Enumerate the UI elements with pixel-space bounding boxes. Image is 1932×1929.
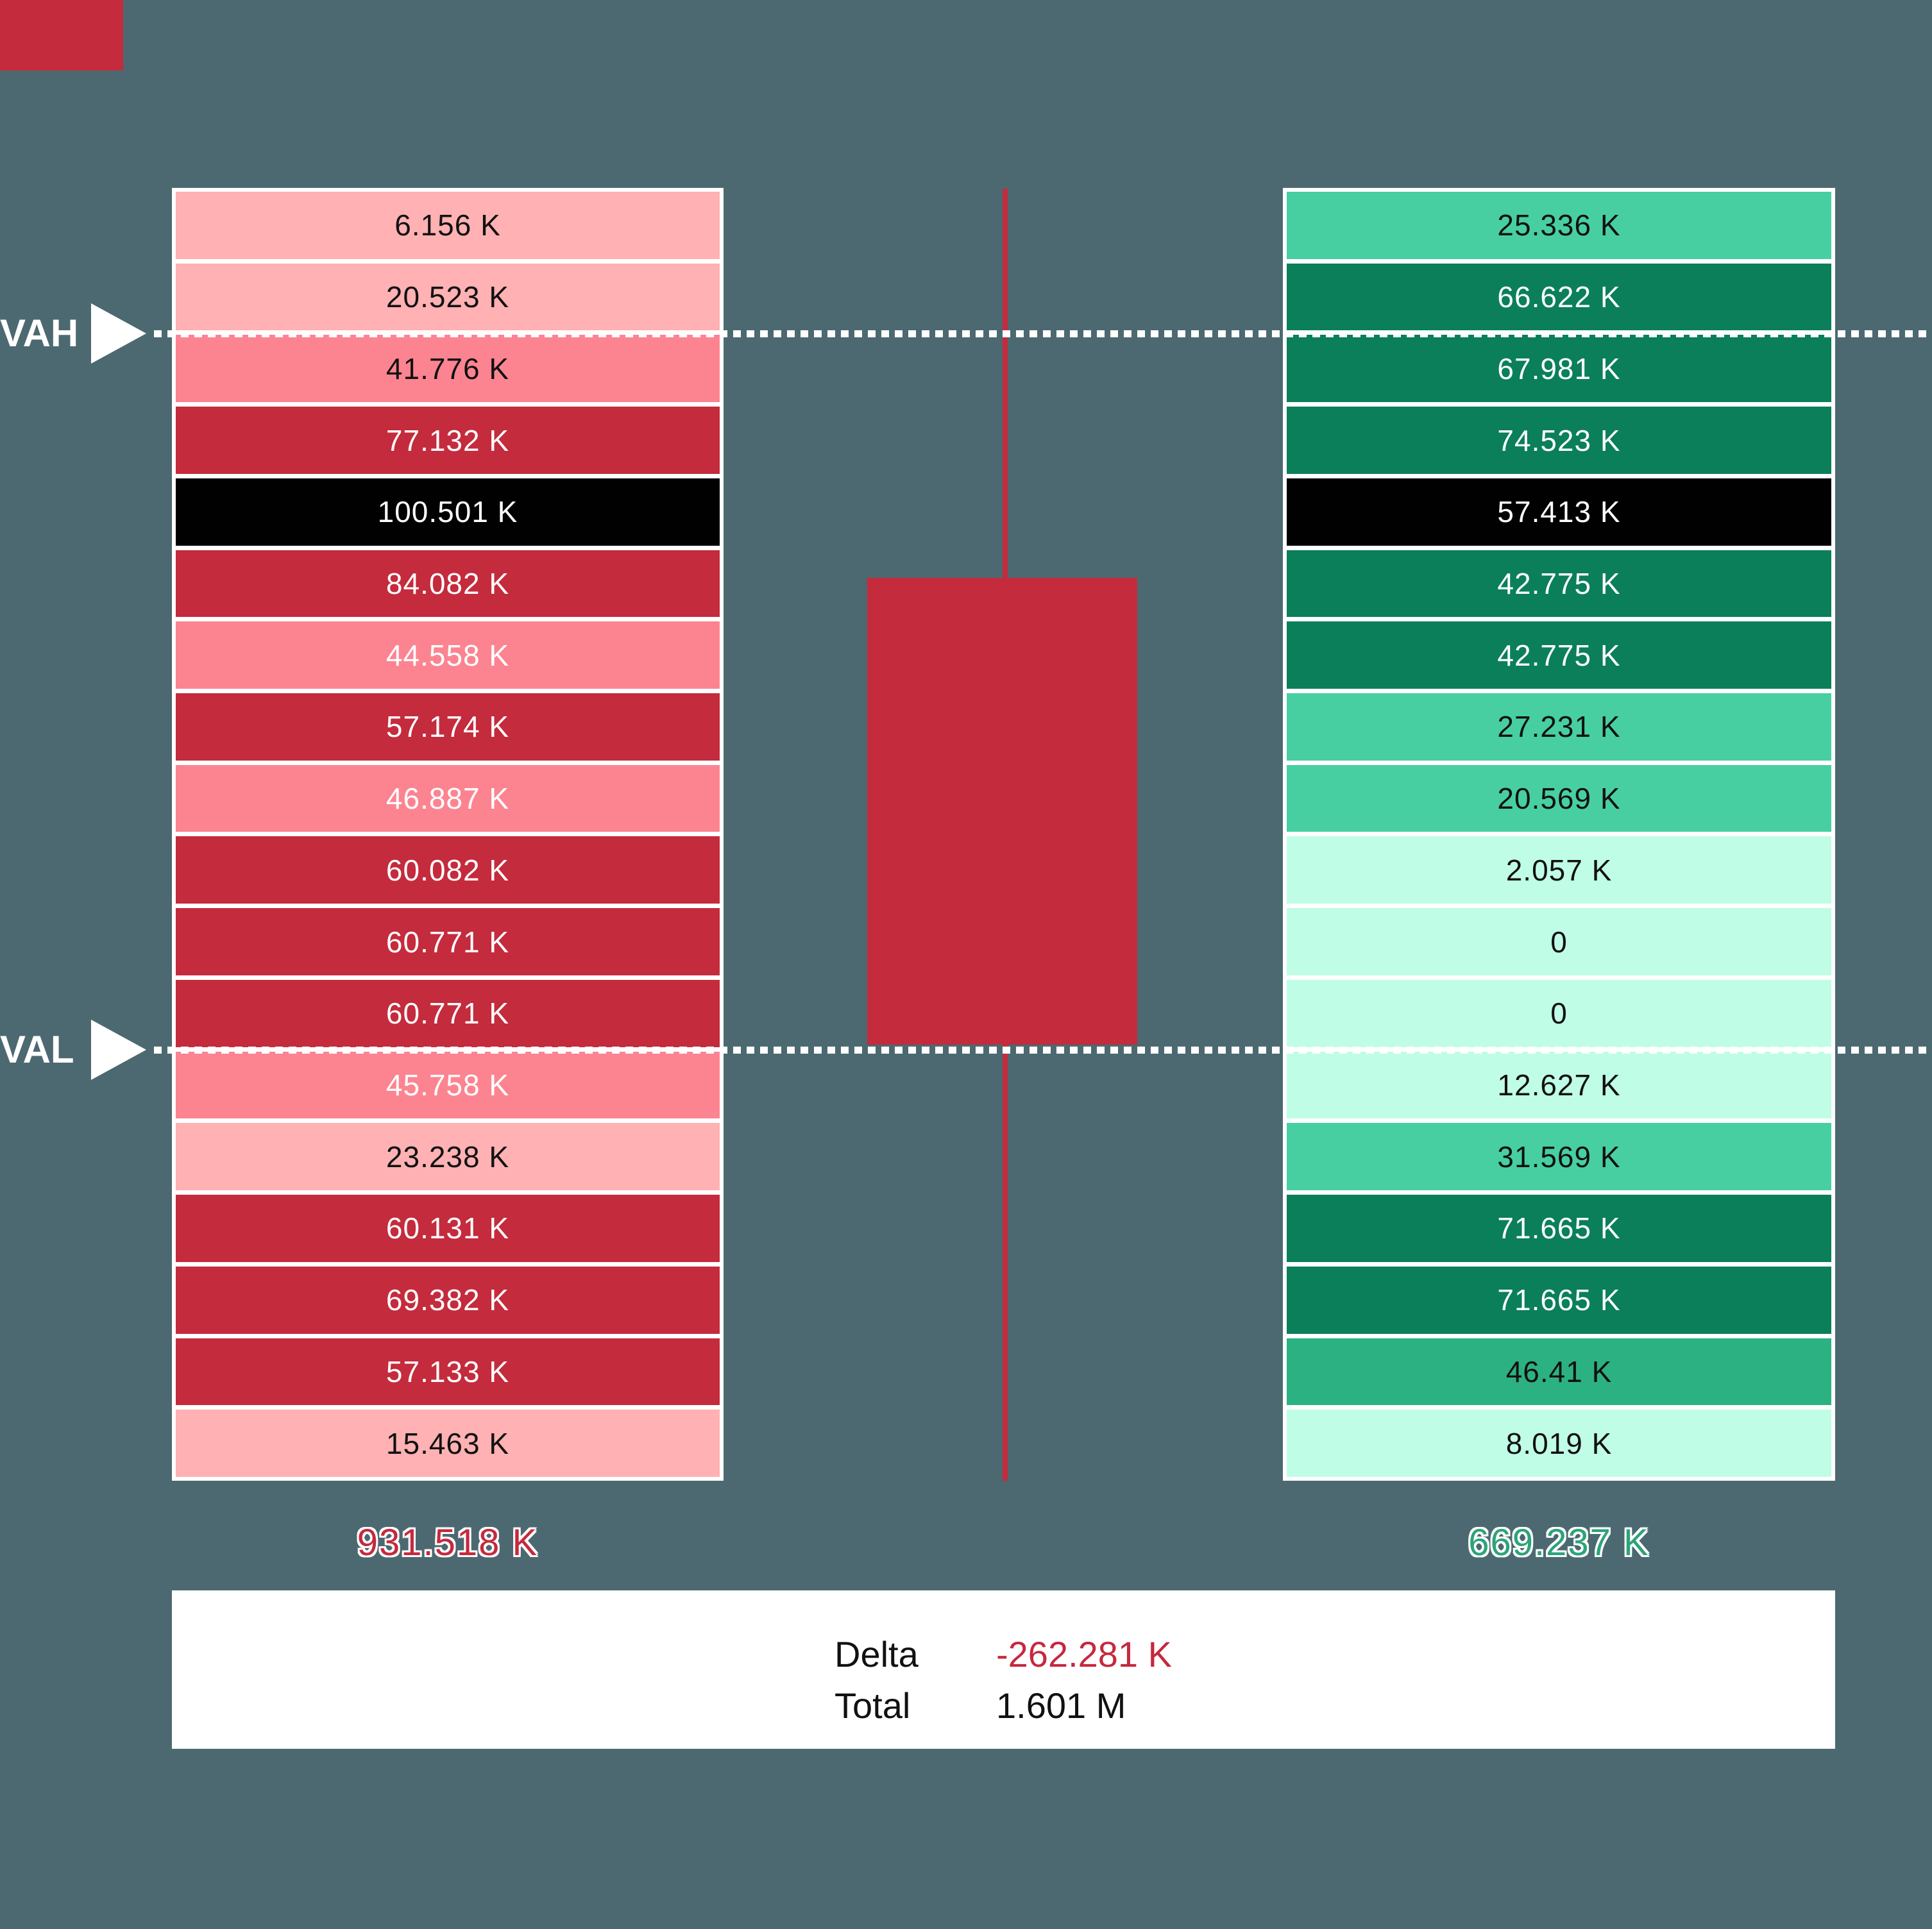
- delta-row: Delta -262.281 K: [835, 1634, 1172, 1675]
- summary-panel: Delta -262.281 K Total 1.601 M: [172, 1590, 1835, 1749]
- profile-cell: 57.133 K: [176, 1338, 720, 1406]
- val-label: VAL: [0, 1028, 74, 1071]
- profile-cell: 71.665 K: [1287, 1195, 1831, 1262]
- profile-cell: 12.627 K: [1287, 1051, 1831, 1119]
- profile-cell: 44.558 K: [176, 621, 720, 689]
- candle-body: [867, 578, 1137, 1045]
- profile-cell: 67.981 K: [1287, 335, 1831, 403]
- profile-cell: 46.41 K: [1287, 1338, 1831, 1406]
- profile-cell: 57.174 K: [176, 693, 720, 761]
- total-row: Total 1.601 M: [835, 1685, 1126, 1726]
- profile-cell: 84.082 K: [176, 550, 720, 618]
- profile-cell: 6.156 K: [176, 192, 720, 259]
- profile-cell: 77.132 K: [176, 407, 720, 474]
- total-value: 1.601 M: [996, 1685, 1126, 1726]
- profile-cell: 8.019 K: [1287, 1410, 1831, 1477]
- profile-cell: 60.131 K: [176, 1195, 720, 1262]
- profile-cell: 2.057 K: [1287, 836, 1831, 904]
- profile-cell: 20.569 K: [1287, 764, 1831, 832]
- profile-cell: 66.622 K: [1287, 263, 1831, 331]
- profile-cell: 31.569 K: [1287, 1123, 1831, 1191]
- profile-cell: 27.231 K: [1287, 693, 1831, 761]
- profile-cell: 41.776 K: [176, 335, 720, 403]
- buy-total: 669.237 K: [1468, 1522, 1650, 1563]
- buy-volume-profile: 25.336 K 66.622 K 67.981 K 74.523 K 57.413 K…: [1283, 188, 1835, 1481]
- profile-cell: 60.082 K: [176, 836, 720, 904]
- profile-cell: 74.523 K: [1287, 407, 1831, 474]
- profile-cell: 15.463 K: [176, 1410, 720, 1477]
- sell-volume-profile: 6.156 K 20.523 K 41.776 K 77.132 K 100.501 K…: [172, 188, 724, 1481]
- delta-value: -262.281 K: [996, 1634, 1172, 1674]
- profile-cell: 23.238 K: [176, 1123, 720, 1191]
- profile-cell: 69.382 K: [176, 1266, 720, 1334]
- profile-cell: 42.775 K: [1287, 550, 1831, 618]
- delta-label: Delta: [835, 1634, 919, 1674]
- profile-cell: 100.501 K: [176, 478, 720, 546]
- profile-cell: 42.775 K: [1287, 621, 1831, 689]
- adjacent-candle-fragment: [0, 0, 123, 71]
- profile-cell: 45.758 K: [176, 1051, 720, 1119]
- profile-cell: 60.771 K: [176, 979, 720, 1047]
- total-label: Total: [835, 1685, 911, 1726]
- sell-total: 931.518 K: [357, 1522, 539, 1563]
- profile-cell: 57.413 K: [1287, 478, 1831, 546]
- vah-label: VAH: [0, 312, 79, 355]
- profile-cell: 60.771 K: [176, 908, 720, 975]
- profile-cell: 71.665 K: [1287, 1266, 1831, 1334]
- profile-cell: 25.336 K: [1287, 192, 1831, 259]
- val-arrow-icon: [91, 1020, 146, 1080]
- profile-cell: 0: [1287, 979, 1831, 1047]
- profile-cell: 20.523 K: [176, 263, 720, 331]
- profile-cell: 46.887 K: [176, 764, 720, 832]
- vah-arrow-icon: [91, 303, 146, 364]
- val-line: [154, 1047, 1932, 1054]
- vah-line: [154, 330, 1932, 337]
- profile-cell: 0: [1287, 908, 1831, 975]
